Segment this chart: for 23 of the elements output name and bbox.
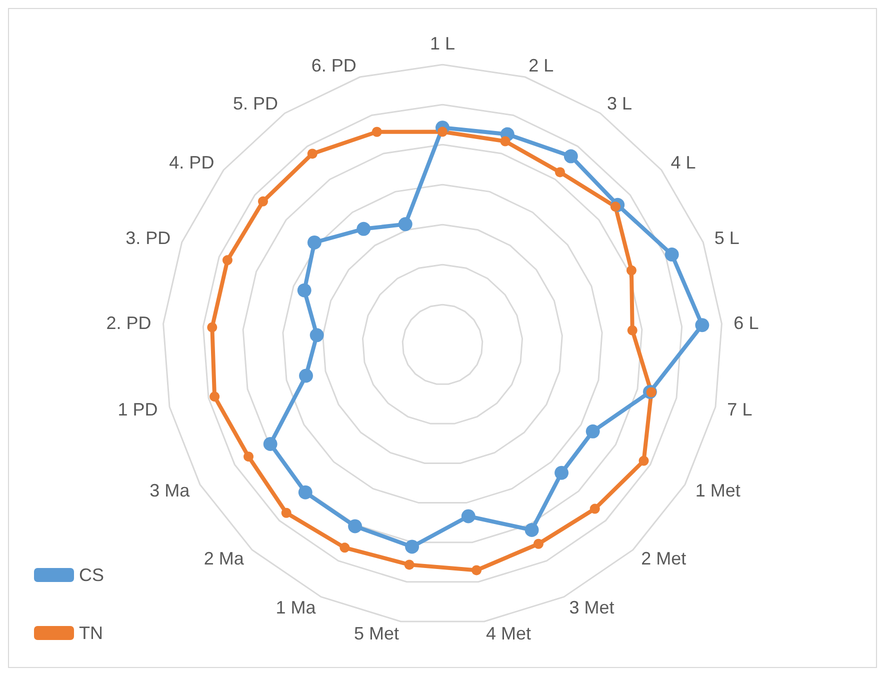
spoke-label: 1 Met [695, 480, 740, 501]
spoke-label: 4. PD [169, 152, 214, 173]
spoke-label: 1 Ma [276, 598, 317, 618]
legend-label: TN [79, 623, 103, 643]
spoke-label: 3 Met [569, 598, 614, 618]
spoke-label: 7 L [727, 400, 752, 420]
spoke-label: 3 Ma [150, 480, 191, 501]
spoke-label: 3 L [606, 93, 632, 114]
spoke-label: 3. PD [126, 228, 171, 248]
legend-label: CS [79, 565, 104, 585]
spoke-label: 2. PD [106, 312, 152, 333]
spoke-label: 6 L [734, 312, 759, 333]
spoke-label: 5. PD [232, 93, 278, 114]
spoke-label: 4 L [670, 152, 696, 173]
spoke-label: 5 Met [354, 623, 399, 644]
spoke-label: 1 L [430, 34, 456, 54]
spoke-label: 1 PD [118, 400, 158, 420]
spoke-label: 2 Ma [204, 548, 245, 569]
spoke-label: 5 L [714, 228, 740, 248]
spoke-label: 2 Met [641, 548, 686, 569]
spoke-label: 4 Met [486, 623, 532, 644]
spoke-label: 6. PD [311, 56, 356, 76]
spoke-label: 2 L [528, 56, 554, 76]
